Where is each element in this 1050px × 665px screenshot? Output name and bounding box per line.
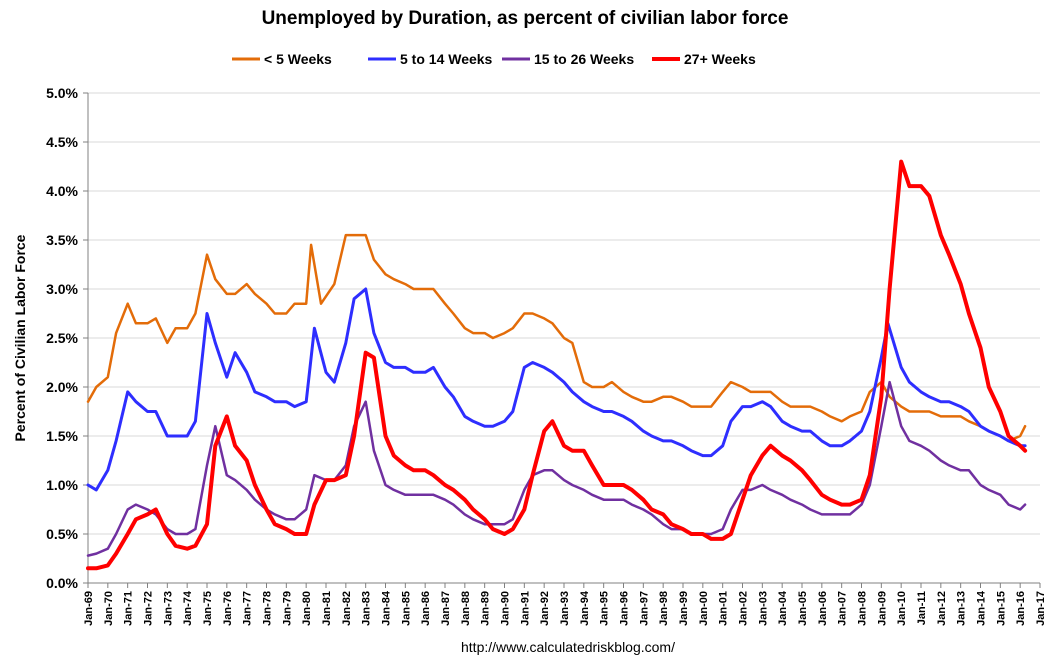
- y-tick-label: 2.5%: [46, 330, 78, 346]
- x-tick-label: Jan-01: [718, 591, 730, 626]
- y-tick-label: 3.5%: [46, 232, 78, 248]
- series-line-5-to-14-weeks: [86, 287, 1027, 492]
- x-tick-label: Jan-06: [817, 591, 829, 626]
- legend: < 5 Weeks 5 to 14 Weeks 15 to 26 Weeks 27+ …: [232, 51, 756, 67]
- x-tick-label: Jan-03: [757, 591, 769, 626]
- x-tick-label: Jan-93: [559, 591, 571, 626]
- legend-label: < 5 Weeks: [264, 51, 332, 67]
- series-line-15-to-26-weeks: [86, 380, 1027, 557]
- series-lines: [86, 159, 1028, 571]
- y-tick-label: 1.0%: [46, 477, 78, 493]
- x-tick-label: Jan-80: [301, 591, 313, 626]
- x-tick-label: Jan-88: [460, 591, 472, 626]
- y-tick-label: 4.0%: [46, 183, 78, 199]
- legend-label: 15 to 26 Weeks: [534, 51, 634, 67]
- x-tick-label: Jan-11: [916, 591, 928, 625]
- x-tick-label: Jan-16: [1015, 591, 1027, 626]
- x-tick-label: Jan-94: [579, 590, 591, 626]
- x-tick-label: Jan-04: [777, 590, 789, 626]
- x-tick-label: Jan-85: [400, 591, 412, 626]
- x-tick-label: Jan-12: [936, 591, 948, 626]
- x-tick-label: Jan-07: [837, 591, 849, 626]
- x-tick-label: Jan-92: [539, 591, 551, 626]
- x-tick-label: Jan-75: [202, 591, 214, 626]
- x-tick-label: Jan-99: [678, 591, 690, 626]
- y-tick-label: 3.0%: [46, 281, 78, 297]
- x-tick-label: Jan-83: [361, 591, 373, 626]
- y-tick-label: 0.5%: [46, 526, 78, 542]
- x-axis-ticks: Jan-69 Jan-70 Jan-71 Jan-72 Jan-73 Jan-74 Jan-…: [83, 583, 1047, 626]
- y-tick-label: 4.5%: [46, 134, 78, 150]
- x-tick-label: Jan-81: [321, 591, 333, 626]
- x-tick-label: Jan-72: [143, 591, 155, 626]
- x-tick-label: Jan-98: [658, 591, 670, 626]
- x-tick-label: Jan-87: [440, 591, 452, 626]
- x-tick-label: Jan-84: [381, 590, 393, 626]
- x-tick-label: Jan-90: [500, 591, 512, 626]
- x-tick-label: Jan-96: [619, 591, 631, 626]
- y-axis-ticks: 0.0% 0.5% 1.0% 1.5% 2.0% 2.5% 3.0% 3.5% 4.0% 4.5%…: [46, 85, 88, 591]
- x-tick-label: Jan-00: [698, 591, 710, 626]
- y-axis-title: Percent of Civilian Labor Force: [12, 234, 28, 441]
- x-tick-label: Jan-89: [480, 591, 492, 626]
- series-line-27-weeks: [86, 159, 1028, 571]
- x-tick-label: Jan-15: [995, 591, 1007, 626]
- x-tick-label: Jan-13: [956, 591, 968, 626]
- x-tick-label: Jan-14: [976, 590, 988, 626]
- series-line-5-weeks: [86, 233, 1027, 443]
- x-tick-label: Jan-77: [242, 591, 254, 626]
- x-tick-label: Jan-10: [896, 591, 908, 626]
- x-tick-label: Jan-82: [341, 591, 353, 626]
- source-url: http://www.calculatedriskblog.com/: [461, 639, 675, 655]
- x-tick-label: Jan-86: [420, 591, 432, 626]
- chart-title: Unemployed by Duration, as percent of ci…: [262, 8, 789, 29]
- x-tick-label: Jan-97: [638, 591, 650, 626]
- x-tick-label: Jan-78: [262, 591, 274, 626]
- y-tick-label: 1.5%: [46, 428, 78, 444]
- x-tick-label: Jan-02: [738, 591, 750, 626]
- x-tick-label: Jan-91: [519, 591, 531, 626]
- x-tick-label: Jan-73: [162, 591, 174, 626]
- x-tick-label: Jan-05: [797, 591, 809, 626]
- x-tick-label: Jan-74: [182, 590, 194, 626]
- y-tick-label: 2.0%: [46, 379, 78, 395]
- x-tick-label: Jan-95: [599, 591, 611, 626]
- x-tick-label: Jan-08: [857, 591, 869, 626]
- x-tick-label: Jan-17: [1035, 591, 1047, 626]
- x-tick-label: Jan-79: [281, 591, 293, 626]
- legend-label: 27+ Weeks: [684, 51, 756, 67]
- y-tick-label: 5.0%: [46, 85, 78, 101]
- gridlines: [88, 92, 1040, 535]
- x-tick-label: Jan-71: [123, 591, 135, 626]
- x-tick-label: Jan-70: [103, 591, 115, 626]
- x-tick-label: Jan-69: [83, 591, 95, 626]
- x-tick-label: Jan-76: [222, 591, 234, 626]
- legend-label: 5 to 14 Weeks: [400, 51, 493, 67]
- x-tick-label: Jan-09: [876, 591, 888, 626]
- y-tick-label: 0.0%: [46, 575, 78, 591]
